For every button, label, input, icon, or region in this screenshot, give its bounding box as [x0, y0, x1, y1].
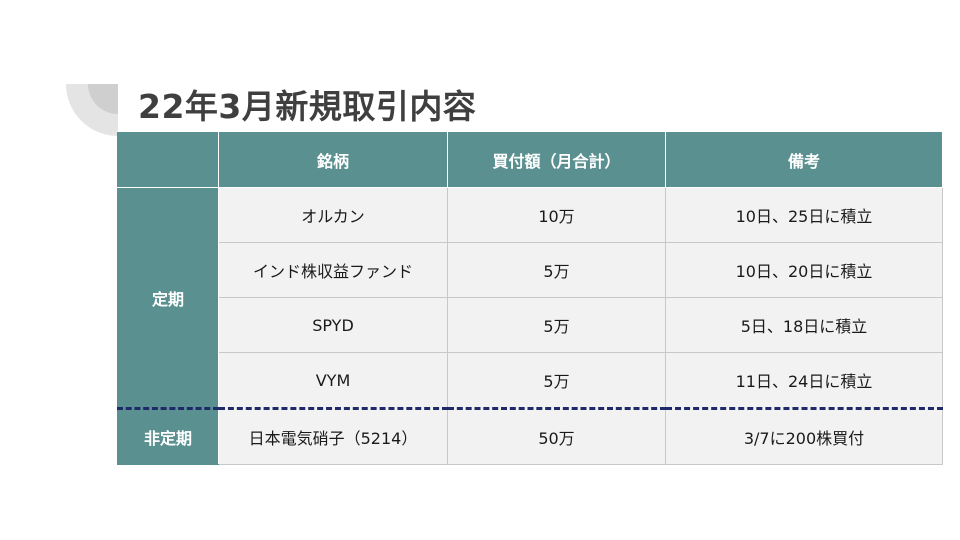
- header-category: [117, 131, 219, 188]
- cell-note: 11日、24日に積立: [665, 352, 943, 409]
- header-amount: 買付額（月合計）: [447, 131, 666, 188]
- table-row: インド株収益ファンド 5万 10日、20日に積立: [118, 242, 943, 298]
- header-row: 銘柄 買付額（月合計） 備考: [117, 131, 943, 188]
- cell-amount: 50万: [447, 407, 666, 465]
- table-row: SPYD 5万 5日、18日に積立: [118, 297, 943, 353]
- cell-amount: 5万: [447, 352, 666, 409]
- slide-title: 22年3月新規取引内容: [138, 87, 477, 126]
- trades-table: 銘柄 買付額（月合計） 備考 定期 オルカン 10万 10日、25日に積立 イン…: [117, 131, 943, 465]
- cell-amount: 5万: [447, 242, 666, 298]
- cell-note: 5日、18日に積立: [665, 297, 943, 353]
- header-name: 銘柄: [218, 131, 448, 188]
- cell-note: 10日、25日に積立: [665, 187, 943, 243]
- cell-amount: 10万: [447, 187, 666, 243]
- table-row: VYM 5万 11日、24日に積立: [118, 352, 943, 409]
- cell-amount: 5万: [447, 297, 666, 353]
- cell-name: 日本電気硝子（5214）: [218, 407, 448, 465]
- cell-name: VYM: [218, 352, 448, 409]
- cell-name: インド株収益ファンド: [218, 242, 448, 298]
- category-cell-regular: 定期: [117, 187, 219, 409]
- table-row: 非定期 日本電気硝子（5214） 50万 3/7に200株買付: [117, 407, 943, 465]
- cell-name: SPYD: [218, 297, 448, 353]
- cell-name: オルカン: [218, 187, 448, 243]
- cell-note: 10日、20日に積立: [665, 242, 943, 298]
- category-cell-irregular: 非定期: [117, 407, 219, 465]
- header-note: 備考: [665, 131, 943, 188]
- table-row: 定期 オルカン 10万 10日、25日に積立: [117, 187, 943, 409]
- cell-note: 3/7に200株買付: [665, 407, 943, 465]
